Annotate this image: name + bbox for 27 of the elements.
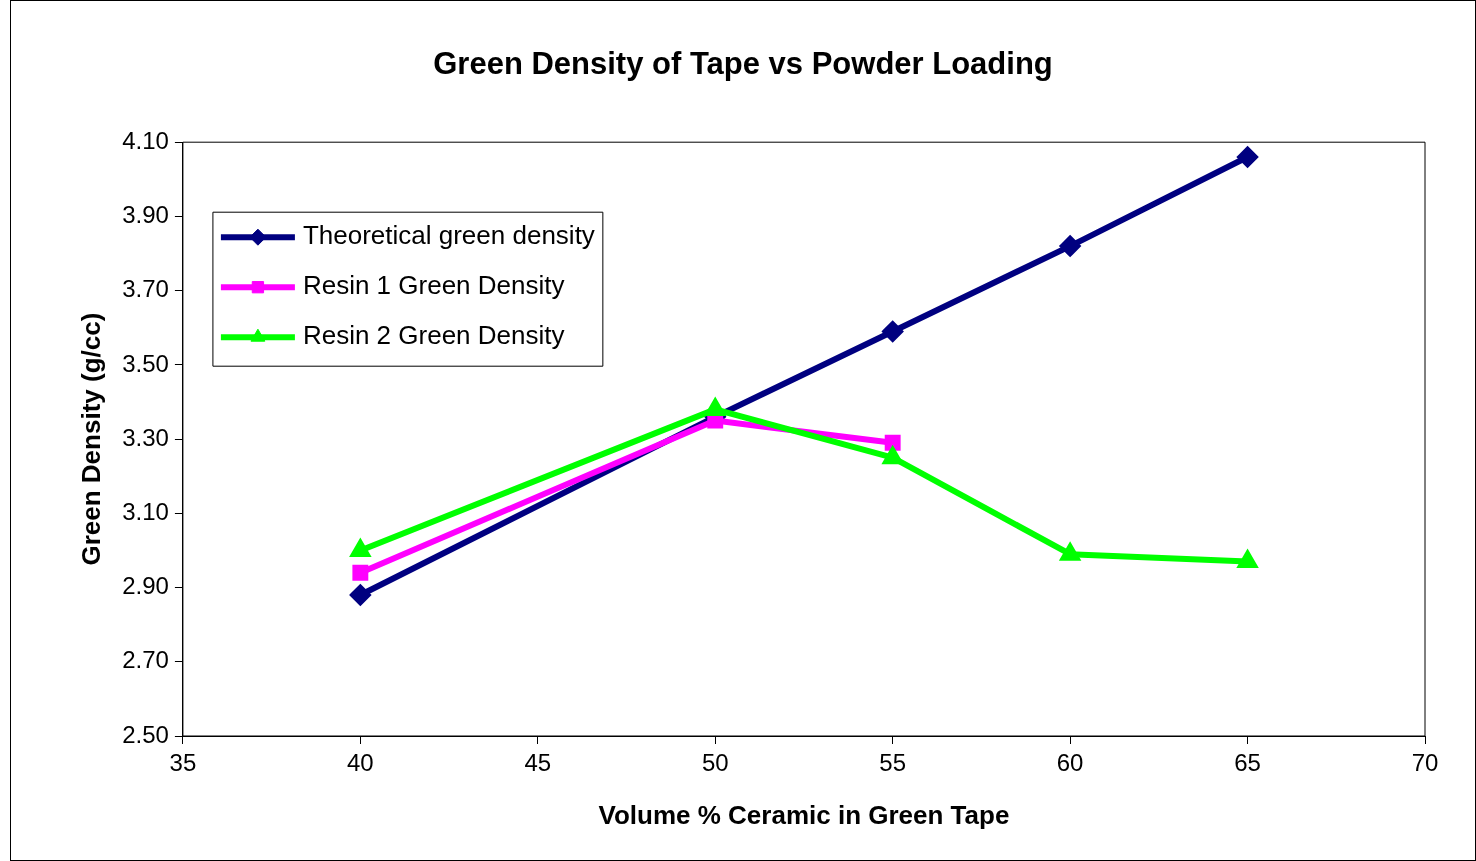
- y-tick-label: 2.70: [122, 646, 169, 674]
- legend-label: Resin 2 Green Density: [302, 320, 565, 351]
- y-tick-label: 4.10: [122, 126, 169, 154]
- x-tick-label: 50: [701, 749, 729, 777]
- x-tick-label: 70: [1411, 749, 1439, 777]
- y-tick-label: 3.90: [122, 201, 169, 229]
- y-tick-label: 3.50: [122, 349, 169, 377]
- legend-label: Resin 1 Green Density: [302, 270, 565, 301]
- x-tick-label: 45: [524, 749, 552, 777]
- y-tick-label: 3.10: [122, 497, 169, 525]
- x-tick-label: 40: [347, 749, 374, 777]
- y-tick-label: 2.50: [122, 720, 169, 748]
- legend-label: Theoretical green density: [302, 220, 595, 251]
- y-axis-title: Green Density (g/cc): [75, 312, 106, 566]
- chart-title: Green Density of Tape vs Powder Loading: [433, 46, 1053, 82]
- x-axis-title: Volume % Ceramic in Green Tape: [598, 799, 1010, 830]
- y-tick-label: 3.70: [122, 275, 169, 303]
- y-tick-label: 2.90: [122, 572, 169, 600]
- x-tick-label: 60: [1056, 749, 1084, 777]
- point: [884, 434, 901, 451]
- point: [1237, 147, 1258, 168]
- point: [882, 321, 903, 342]
- x-tick-label: 65: [1234, 749, 1261, 777]
- x-tick-label: 55: [879, 749, 907, 777]
- point: [1060, 236, 1081, 257]
- x-tick-label: 35: [169, 749, 197, 777]
- y-tick-label: 3.30: [122, 423, 169, 451]
